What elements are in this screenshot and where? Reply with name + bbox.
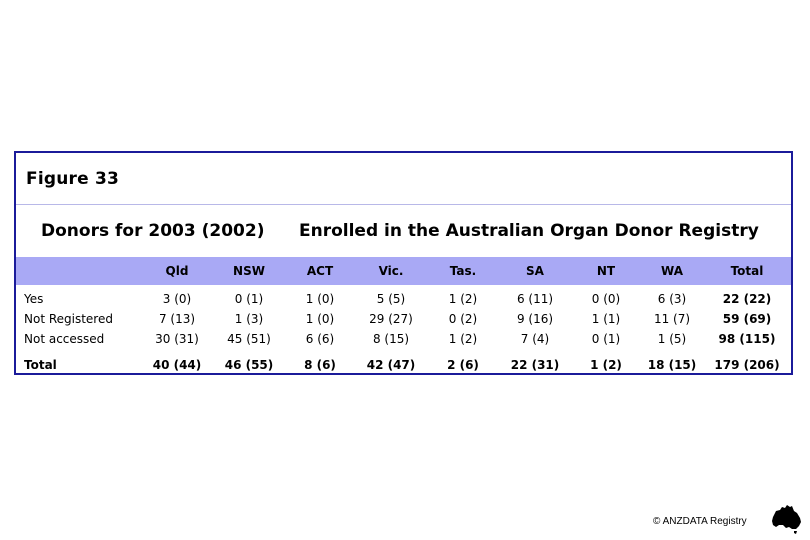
grand-total-cell: 179 (206): [714, 358, 780, 372]
column-header-nt: NT: [596, 264, 616, 278]
table-row: Not accessed 30 (31) 45 (51) 6 (6) 8 (15…: [16, 329, 791, 349]
total-cell: 1 (2): [590, 358, 622, 372]
total-cell: 22 (31): [510, 358, 560, 372]
column-header-vic: Vic.: [378, 264, 404, 278]
copyright-footer: © ANZDATA Registry: [653, 516, 747, 527]
total-row: Total 40 (44) 46 (55) 8 (6) 42 (47) 2 (6…: [16, 349, 791, 375]
total-row-label: Total: [24, 358, 57, 372]
table-row: Yes 3 (0) 0 (1) 1 (0) 5 (5) 1 (2) 6 (11)…: [16, 285, 791, 309]
table-cell: 1 (3): [234, 312, 264, 326]
table-cell: 11 (7): [653, 312, 691, 326]
table-cell: 1 (2): [448, 332, 478, 346]
table-cell: 45 (51): [227, 332, 271, 346]
australia-map-icon: [772, 505, 801, 534]
table-cell: 0 (1): [591, 332, 621, 346]
table-cell: 0 (0): [591, 292, 621, 306]
column-header-label: [16, 257, 141, 285]
table-cell: 9 (16): [516, 312, 554, 326]
row-label: Not accessed: [24, 332, 105, 346]
row-total-cell: 59 (69): [722, 312, 772, 326]
column-header-nsw: NSW: [233, 264, 265, 278]
column-header-act: ACT: [306, 264, 334, 278]
figure-panel: Figure 33 Donors for 2003 (2002) Enrolle…: [14, 151, 793, 375]
figure-label: Figure 33: [26, 169, 120, 189]
total-cell: 40 (44): [152, 358, 202, 372]
table-cell: 8 (15): [372, 332, 410, 346]
table-cell: 3 (0): [162, 292, 192, 306]
table-cell: 6 (3): [657, 292, 687, 306]
table-cell: 1 (5): [657, 332, 687, 346]
table-cell: 29 (27): [369, 312, 413, 326]
table-cell: 0 (1): [234, 292, 264, 306]
total-cell: 8 (6): [304, 358, 336, 372]
divider: [16, 204, 791, 205]
table-heading-right: Enrolled in the Australian Organ Donor R…: [299, 221, 759, 241]
table-cell: 6 (11): [516, 292, 554, 306]
table-heading-left: Donors for 2003 (2002): [41, 221, 265, 241]
column-header-tas: Tas.: [449, 264, 477, 278]
row-total-cell: 98 (115): [718, 332, 776, 346]
total-cell: 46 (55): [224, 358, 274, 372]
total-cell: 2 (6): [447, 358, 479, 372]
table-row: Not Registered 7 (13) 1 (3) 1 (0) 29 (27…: [16, 309, 791, 329]
table-cell: 5 (5): [376, 292, 406, 306]
donor-table: Qld NSW ACT Vic. Tas. SA NT WA Total Yes…: [16, 257, 791, 375]
row-label: Yes: [24, 292, 44, 306]
table-cell: 1 (0): [305, 292, 335, 306]
total-cell: 42 (47): [366, 358, 416, 372]
table-cell: 7 (13): [158, 312, 196, 326]
column-header-total: Total: [730, 264, 764, 278]
column-header-wa: WA: [661, 264, 683, 278]
total-cell: 18 (15): [647, 358, 697, 372]
row-label: Not Registered: [24, 312, 113, 326]
table-cell: 7 (4): [520, 332, 550, 346]
table-cell: 1 (2): [448, 292, 478, 306]
column-header-qld: Qld: [165, 264, 189, 278]
header-row: Qld NSW ACT Vic. Tas. SA NT WA Total: [16, 257, 791, 285]
row-total-cell: 22 (22): [722, 292, 772, 306]
table-cell: 30 (31): [155, 332, 199, 346]
column-header-sa: SA: [526, 264, 544, 278]
table-cell: 6 (6): [305, 332, 335, 346]
table-cell: 1 (1): [591, 312, 621, 326]
table-cell: 1 (0): [305, 312, 335, 326]
table-cell: 0 (2): [448, 312, 478, 326]
header-band: [16, 257, 791, 285]
